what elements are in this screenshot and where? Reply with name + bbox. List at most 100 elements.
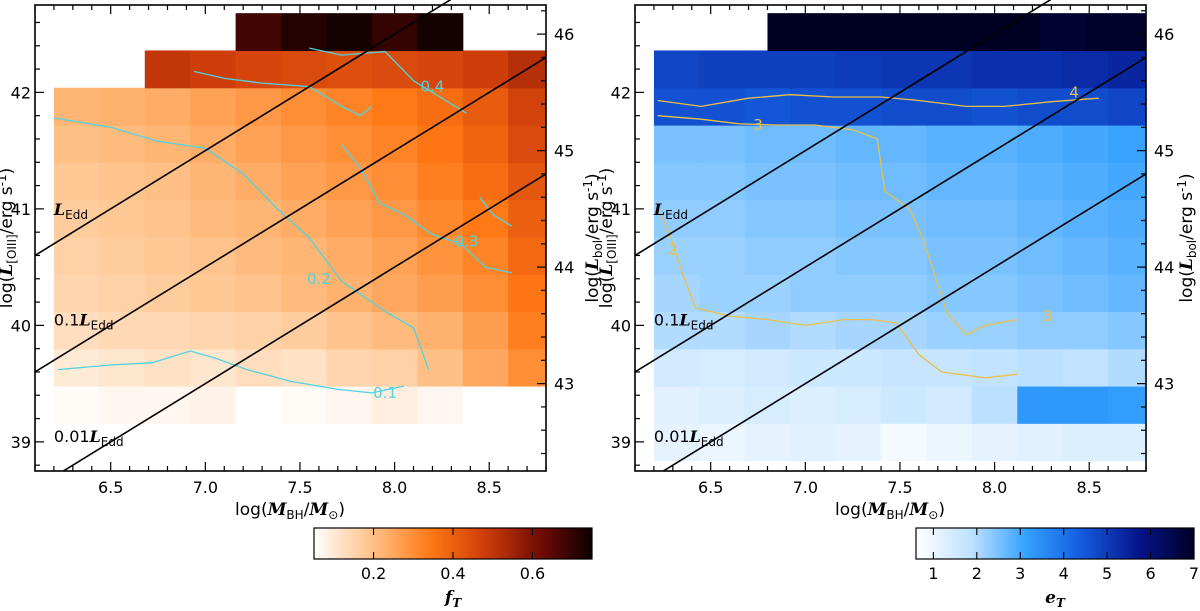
- heatmap-cell: [1017, 423, 1064, 462]
- heatmap-cell: [653, 311, 700, 350]
- heatmap-cell: [462, 311, 509, 350]
- heatmap-cell: [971, 236, 1018, 275]
- heatmap-cell: [1130, 13, 1146, 52]
- heatmap-cell: [190, 423, 237, 462]
- heatmap-cell: [371, 348, 418, 387]
- heatmap-cell: [417, 13, 464, 52]
- heatmap-cell: [235, 423, 282, 462]
- heatmap-cell: [1017, 236, 1064, 275]
- heatmap-cell: [1154, 311, 1200, 349]
- y-tick-label: 42: [611, 83, 631, 102]
- heatmap-cell: [326, 50, 373, 89]
- contour-line: [53, 117, 430, 370]
- heatmap-cell: [190, 348, 237, 387]
- heatmap-cell: [326, 13, 373, 52]
- heatmap-cell: [281, 13, 328, 52]
- heatmap-cell: [326, 274, 373, 312]
- heatmap-cell: [790, 125, 837, 163]
- heatmap-cell: [508, 236, 546, 275]
- heatmap-cell: [190, 311, 237, 350]
- eddington-line: [35, 56, 546, 373]
- heatmap-cell: [744, 125, 791, 163]
- heatmap-cell: [144, 423, 191, 462]
- heatmap-cell: [744, 348, 791, 387]
- heatmap-cell: [835, 125, 882, 163]
- heatmap-cell: [926, 125, 973, 163]
- y-right-tick-label: 44: [554, 258, 574, 277]
- heatmap-cell: [144, 125, 191, 163]
- heatmap-cell: [417, 311, 464, 350]
- contour-label: 0.1: [373, 384, 397, 402]
- heatmap-cell: [462, 125, 509, 163]
- heatmap-cell: [790, 274, 837, 312]
- heatmap-cell: [326, 199, 373, 238]
- heatmap-cell: [653, 274, 700, 312]
- heatmap-cell: [281, 162, 328, 201]
- heatmap-cell: [99, 236, 146, 275]
- y-tick-label: 41: [11, 200, 31, 219]
- heatmap-cell: [371, 125, 418, 163]
- eddington-line: [635, 0, 1052, 257]
- heatmap-cell: [790, 50, 837, 89]
- heatmap-cell: [281, 423, 328, 462]
- contour-label: 3: [1043, 307, 1053, 325]
- heatmap-cell: [744, 87, 791, 126]
- y-right-tick-label: 43: [1154, 375, 1174, 394]
- heatmap-cell: [812, 13, 859, 52]
- contour-line: [479, 196, 513, 227]
- heatmap-cell: [53, 199, 100, 238]
- heatmap-cell: [462, 50, 509, 89]
- heatmap-cell: [235, 199, 282, 238]
- heatmap-cell: [699, 50, 746, 89]
- heatmap-cell: [994, 13, 1041, 52]
- heatmap-cell: [462, 87, 509, 126]
- heatmap-cell: [903, 13, 950, 52]
- heatmap-cell: [144, 162, 191, 201]
- heatmap-cell: [971, 162, 1018, 201]
- heatmap-cell: [1154, 50, 1200, 88]
- heatmap-cell: [508, 311, 546, 350]
- x-tick-label: 8.0: [382, 478, 407, 497]
- heatmap-cell: [53, 274, 100, 312]
- heatmap-cell: [744, 162, 791, 201]
- heatmap-cell: [1154, 88, 1200, 126]
- heatmap-cell: [881, 162, 928, 201]
- y-right-tick-label: 44: [1154, 258, 1174, 277]
- x-tick-label: 8.5: [476, 478, 501, 497]
- heatmap-cell: [1017, 87, 1064, 126]
- heatmap-cell: [1062, 125, 1109, 163]
- eddington-label: 0.01LEdd: [54, 427, 124, 449]
- colorbar-tick-label: 2: [972, 564, 982, 583]
- heatmap-cell: [881, 311, 928, 350]
- eddington-label: LEdd: [653, 200, 688, 222]
- heatmap-cell: [190, 87, 237, 126]
- heatmap-cell: [99, 385, 146, 424]
- heatmap-cell: [1062, 236, 1109, 275]
- heatmap-cell: [835, 50, 882, 89]
- heatmap-cell: [144, 311, 191, 350]
- x-tick-label: 7.0: [193, 478, 218, 497]
- heatmap-cells-et: [653, 13, 1200, 462]
- heatmap-cell: [235, 13, 282, 52]
- heatmap-cell: [744, 311, 791, 350]
- heatmap-cell: [971, 274, 1018, 312]
- eddington-label: 0.1LEdd: [54, 311, 114, 333]
- y-tick-label: 40: [11, 316, 31, 335]
- colorbar-tick-label: 4: [1059, 564, 1069, 583]
- heatmap-cell: [699, 423, 746, 462]
- contour-label: 0.2: [307, 270, 331, 288]
- heatmap-cell: [190, 125, 237, 163]
- heatmap-cell: [53, 125, 100, 163]
- heatmap-cell: [744, 199, 791, 238]
- heatmap-cell: [281, 385, 328, 424]
- heatmap-cell: [790, 423, 837, 462]
- heatmap-cell: [326, 87, 373, 126]
- heatmap-cell: [508, 125, 546, 163]
- contour-line: [57, 350, 405, 394]
- heatmap-cell: [417, 162, 464, 201]
- colorbar-label-et: eT: [1045, 588, 1066, 610]
- colorbar-tick-label: 1: [928, 564, 938, 583]
- x-tick-label: 7.5: [287, 478, 312, 497]
- contour-label: 2: [668, 241, 678, 259]
